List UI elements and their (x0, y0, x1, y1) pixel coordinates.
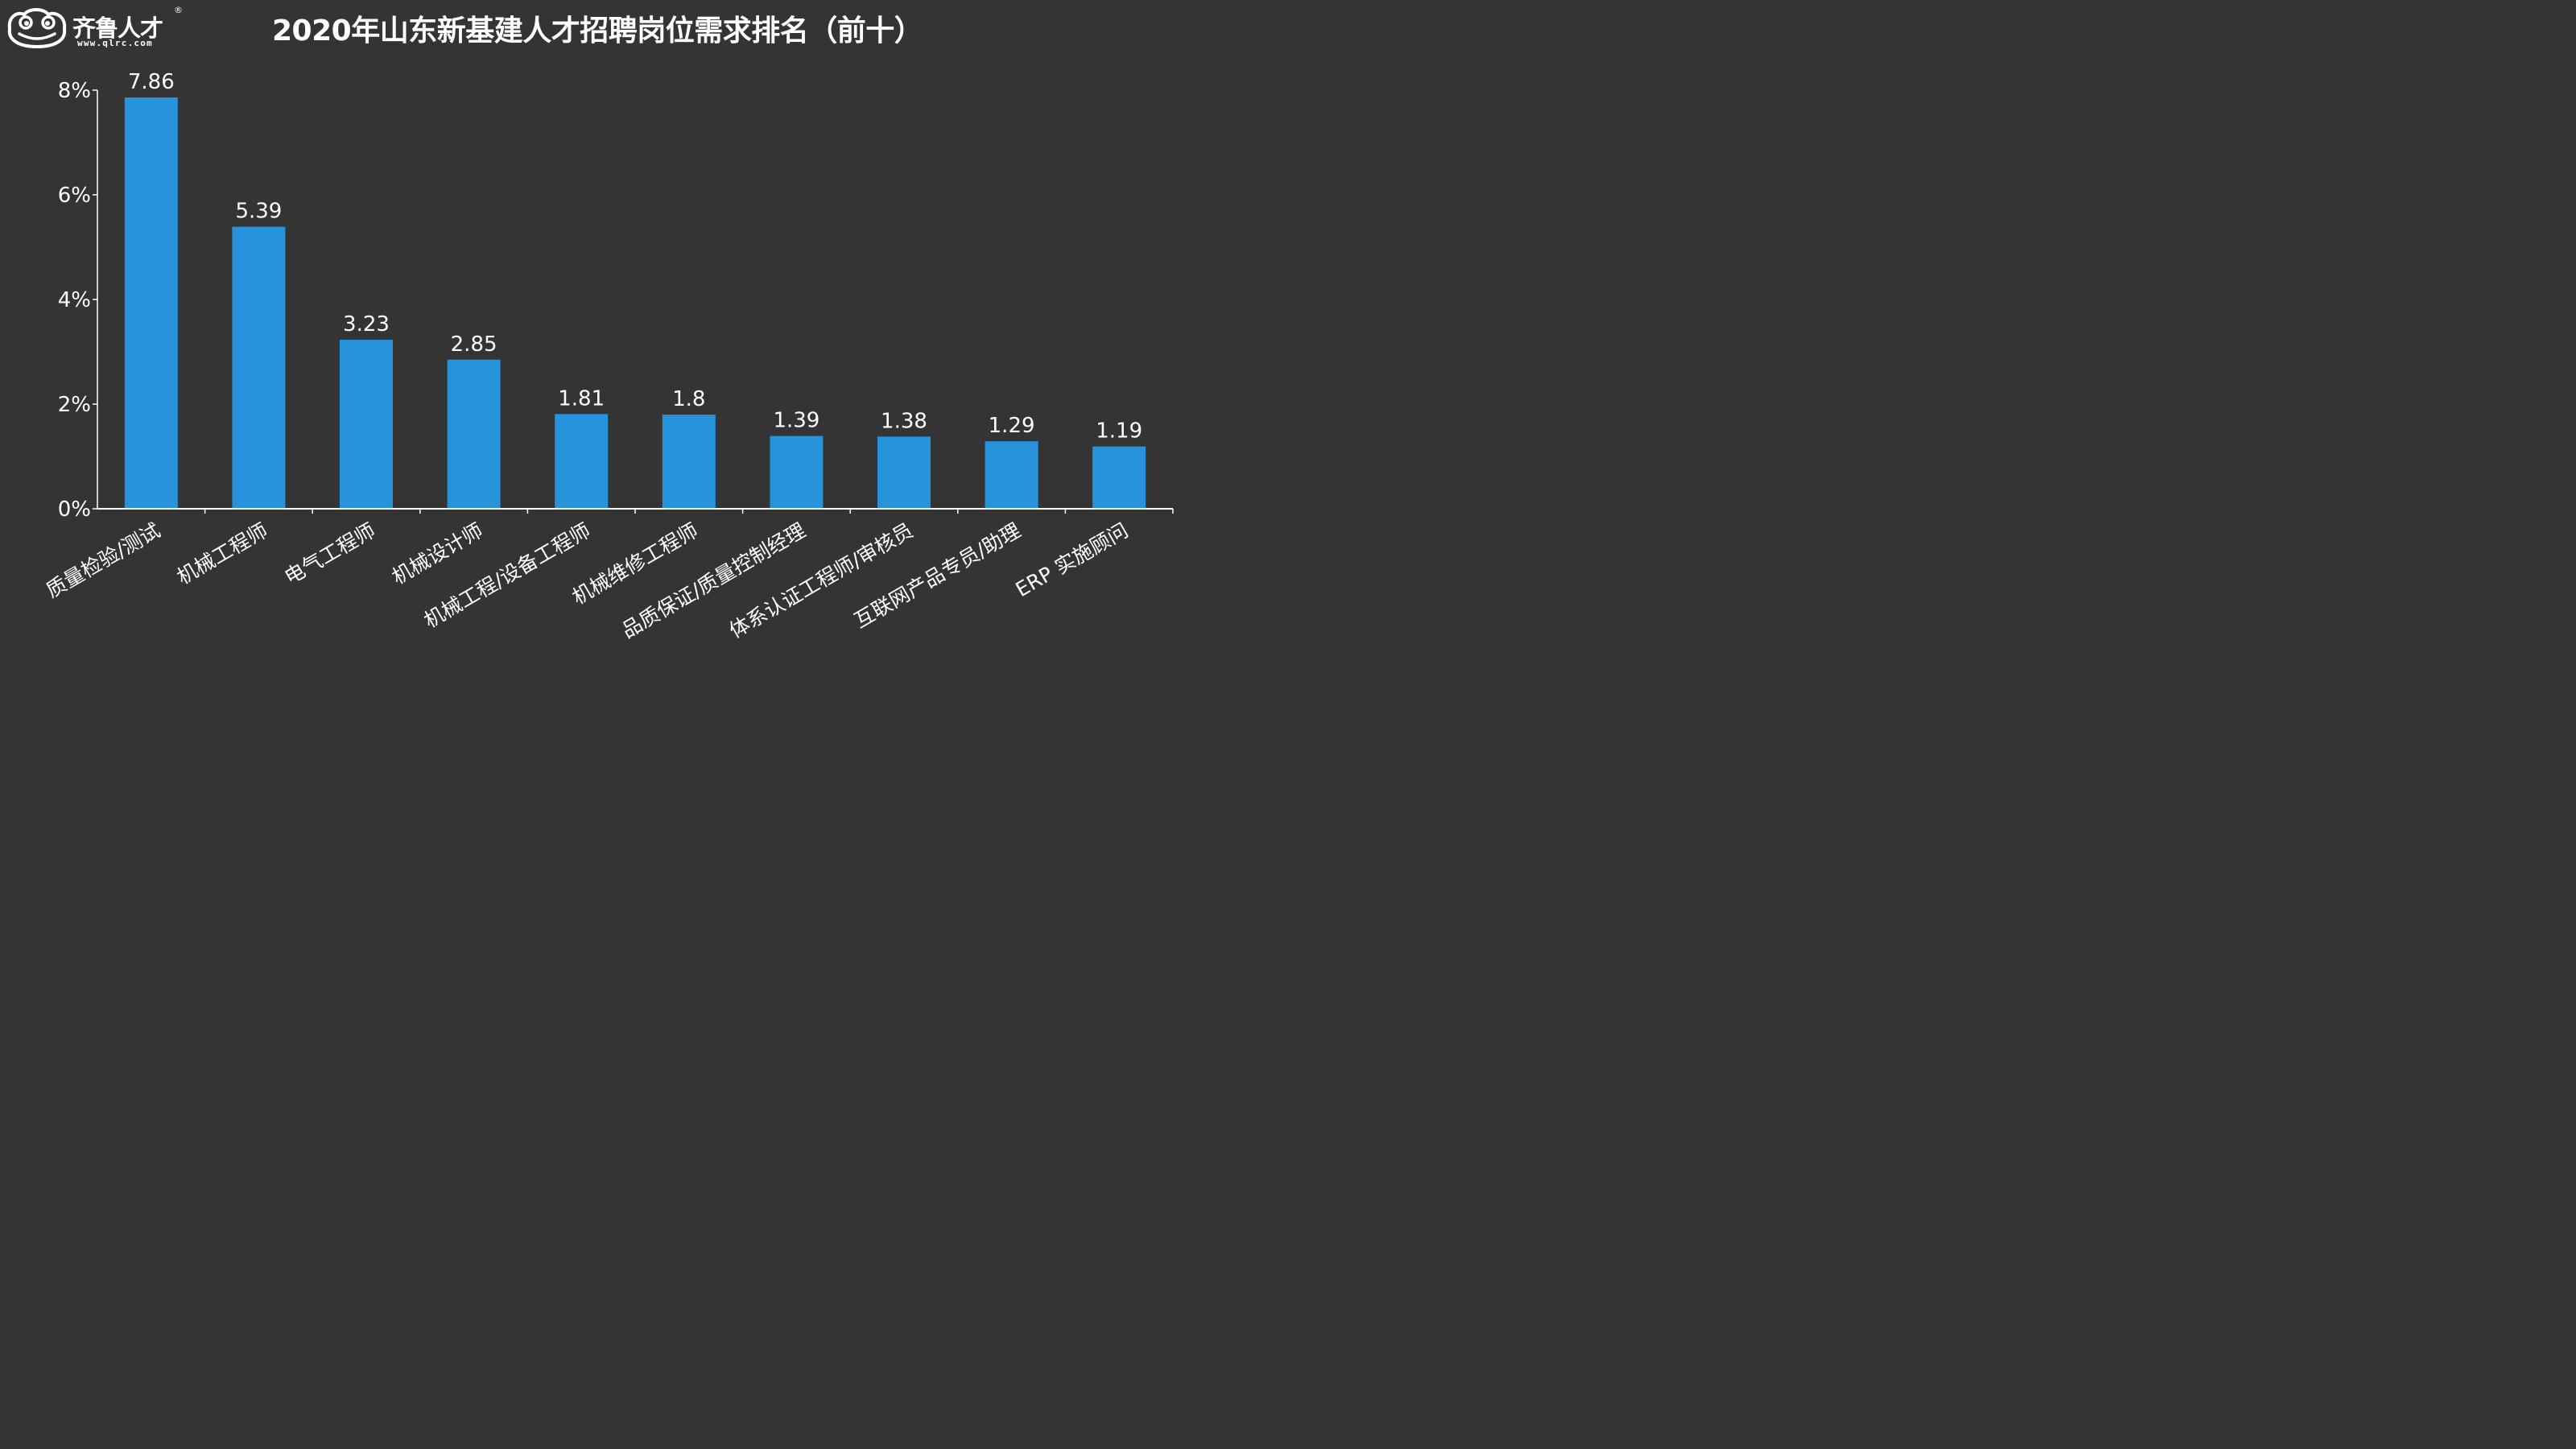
bar (340, 340, 393, 509)
bar-chart: 0% 2% 4% 6% 8% 7.86 质量检验/测试 5.39 机械工程师 3.23 电气工程师 2… (42, 70, 1174, 642)
bar (662, 415, 716, 509)
data-label: 7.86 (128, 70, 175, 94)
brand-name: 齐鲁人才 (72, 14, 163, 42)
category-label: 电气工程师 (280, 518, 379, 589)
y-tick-label: 2% (58, 393, 91, 417)
category-label: 质量检验/测试 (42, 518, 164, 602)
data-label: 2.85 (451, 332, 497, 357)
y-tick-label: 6% (58, 184, 91, 208)
category-label: 机械设计师 (388, 518, 487, 589)
data-label: 3.23 (343, 312, 390, 336)
registered-mark: ® (174, 5, 183, 15)
category-label: ERP 实施顾问 (1012, 518, 1133, 601)
page-title: 2020年山东新基建人才招聘岗位需求排名（前十） (272, 14, 923, 47)
chart-slide: 齐鲁人才 ® www.qlrc.com 2020年山东新基建人才招聘岗位需求排名… (0, 0, 1262, 710)
data-label: 1.29 (989, 414, 1035, 438)
bar (124, 97, 178, 509)
data-label: 1.39 (773, 409, 819, 433)
data-label: 5.39 (235, 200, 282, 224)
bar (1092, 446, 1146, 509)
brand-logo: 齐鲁人才 ® www.qlrc.com (5, 5, 190, 50)
y-tick-label: 4% (58, 288, 91, 312)
category-label: 品质保证/质量控制经理 (617, 518, 809, 642)
bar (555, 414, 609, 509)
data-label: 1.19 (1096, 419, 1142, 444)
y-tick-label: 8% (58, 79, 91, 103)
data-label: 1.81 (558, 386, 605, 411)
brand-url: www.qlrc.com (77, 38, 153, 48)
bar (877, 436, 931, 509)
bar (985, 441, 1038, 509)
frog-icon (7, 8, 67, 48)
bar (447, 359, 501, 509)
data-label: 1.38 (881, 409, 927, 433)
bar (232, 226, 286, 509)
category-label: 体系认证工程师/审核员 (725, 518, 917, 642)
category-label: 机械工程师 (173, 518, 272, 589)
y-tick-label: 0% (58, 497, 91, 522)
bar (770, 436, 824, 509)
data-label: 1.8 (672, 387, 705, 411)
